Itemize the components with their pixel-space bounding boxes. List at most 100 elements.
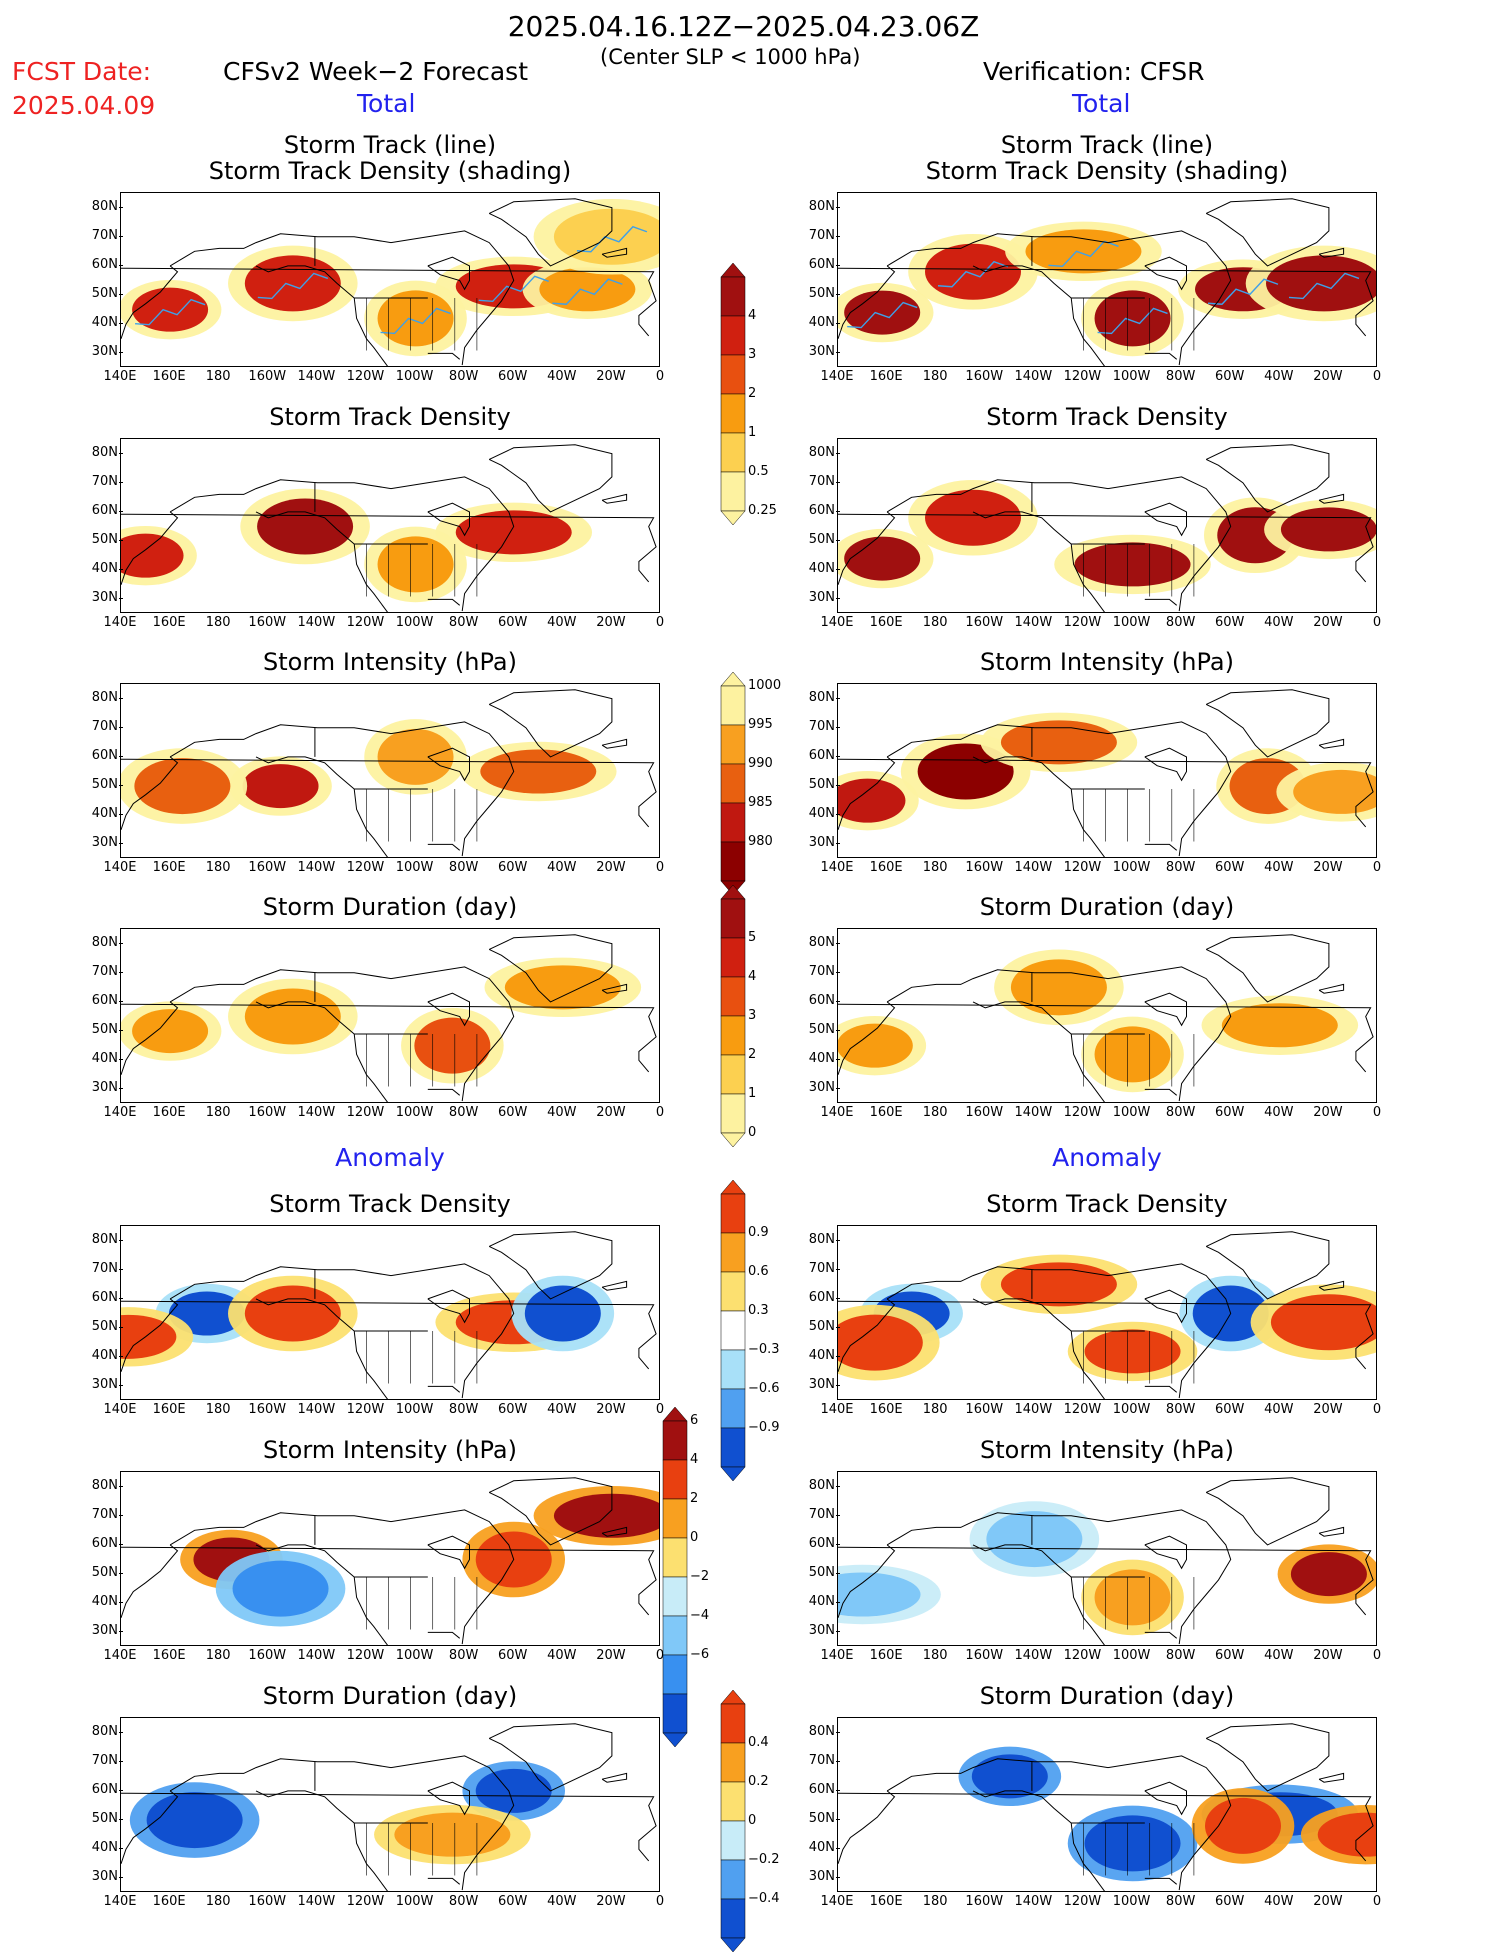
x-tick-label: 140E (820, 615, 854, 630)
map-svg (121, 198, 659, 366)
x-tick-label: 40W (1264, 1894, 1294, 1909)
coastline (1144, 1781, 1187, 1816)
y-tick (836, 481, 840, 483)
y-tick-label: 30N (808, 835, 835, 851)
x-tick-label: 120W (1063, 615, 1102, 630)
coastline (1144, 1535, 1187, 1570)
coastline (121, 511, 179, 585)
y-tick (119, 1088, 123, 1090)
coastline (1205, 1231, 1330, 1300)
x-tick-label: 60W (1215, 1402, 1245, 1417)
y-tick (836, 1819, 840, 1821)
x-tick-label: 140E (103, 615, 137, 630)
colorbar-swatch (720, 1310, 746, 1351)
x-tick-label: 140W (1014, 615, 1053, 630)
y-tick (119, 755, 123, 757)
y-tick (119, 726, 123, 728)
y-tick (836, 1239, 840, 1241)
y-tick-label: 50N (91, 532, 118, 548)
coastline (838, 513, 1374, 583)
shading-core (1293, 769, 1376, 814)
x-tick-label: 0 (655, 615, 665, 630)
y-tick (836, 452, 840, 454)
map-panel-forecast-3 (120, 683, 660, 858)
coastline (838, 1792, 1374, 1862)
x-tick-label: 140E (103, 1105, 137, 1120)
coastline (886, 721, 1232, 857)
anomaly-label-left: Anomaly (335, 1143, 445, 1172)
y-tick (836, 1385, 840, 1387)
y-tick-label: 40N (808, 1348, 835, 1364)
x-tick-label: 180 (205, 860, 231, 875)
y-tick (119, 235, 123, 237)
x-tick-label: 160W (965, 369, 1004, 384)
panel-title: Storm Intensity (hPa) (837, 1437, 1377, 1463)
x-tick-label: 180 (205, 1402, 231, 1417)
y-tick (119, 1877, 123, 1879)
y-tick-label: 50N (91, 777, 118, 793)
y-tick-label: 70N (91, 1752, 118, 1768)
x-tick-label: 40W (547, 1105, 577, 1120)
y-tick (836, 1573, 840, 1575)
y-tick (836, 1268, 840, 1270)
shading-core (232, 1560, 329, 1617)
storm-track-line (478, 275, 549, 303)
storm-track-line (380, 307, 451, 335)
coastline (838, 267, 1374, 337)
coastline (1144, 1385, 1178, 1393)
y-tick (119, 971, 123, 973)
shading-core (257, 498, 354, 555)
shading-core (132, 1009, 209, 1054)
shading-core (1317, 1812, 1376, 1857)
colorbar-swatch (720, 1193, 746, 1234)
y-tick (836, 971, 840, 973)
coastline (972, 511, 1106, 612)
coastline (255, 1001, 389, 1102)
y-tick (119, 1485, 123, 1487)
coastline (1144, 256, 1187, 291)
coastline (1318, 247, 1345, 258)
storm-track-line (1207, 278, 1279, 305)
y-tick-label: 30N (91, 1080, 118, 1096)
x-tick-label: 40W (547, 369, 577, 384)
colorbar-swatch (720, 685, 746, 726)
y-tick-label: 50N (808, 532, 835, 548)
x-tick-label: 160E (869, 1402, 903, 1417)
coastline (1144, 352, 1178, 360)
total-label-left: Total (357, 89, 416, 118)
x-tick-label: 60W (498, 369, 528, 384)
x-tick-label: 180 (205, 369, 231, 384)
coastline (838, 1001, 896, 1075)
x-tick-label: 20W (1313, 615, 1343, 630)
panel-title-line-2: Storm Track Density (shading) (925, 157, 1289, 185)
y-tick-label: 40N (91, 1840, 118, 1856)
colorbar-label: 0.6 (748, 1264, 769, 1279)
y-tick-label: 30N (91, 1377, 118, 1393)
y-tick-label: 40N (91, 1348, 118, 1364)
x-tick-label: 160W (248, 860, 287, 875)
panel-title-line: Storm Intensity (hPa) (980, 648, 1234, 676)
x-tick-label: 160E (152, 615, 186, 630)
y-tick-label: 40N (808, 315, 835, 331)
x-tick-label: 140W (297, 369, 336, 384)
y-tick-label: 80N (808, 934, 835, 950)
y-tick-label: 30N (808, 1869, 835, 1885)
panel-title: Storm Intensity (hPa) (837, 649, 1377, 675)
coastline (1318, 1280, 1345, 1291)
y-tick (119, 452, 123, 454)
map-svg (838, 1477, 1376, 1645)
x-tick-label: 120W (1063, 369, 1102, 384)
x-tick-label: 80W (448, 1894, 479, 1909)
shading-core (244, 1285, 341, 1342)
shading-core (377, 728, 454, 785)
x-tick-label: 120W (1063, 1105, 1102, 1120)
y-tick-label: 80N (808, 444, 835, 460)
y-tick-label: 80N (91, 689, 118, 705)
x-tick-label: 140W (297, 1105, 336, 1120)
shading-core (377, 290, 454, 347)
x-tick-label: 60W (498, 1894, 528, 1909)
x-tick-label: 100W (1112, 1648, 1151, 1663)
colorbar-label: 980 (748, 834, 773, 849)
x-tick-label: 40W (547, 1648, 577, 1663)
y-tick-label: 80N (91, 934, 118, 950)
